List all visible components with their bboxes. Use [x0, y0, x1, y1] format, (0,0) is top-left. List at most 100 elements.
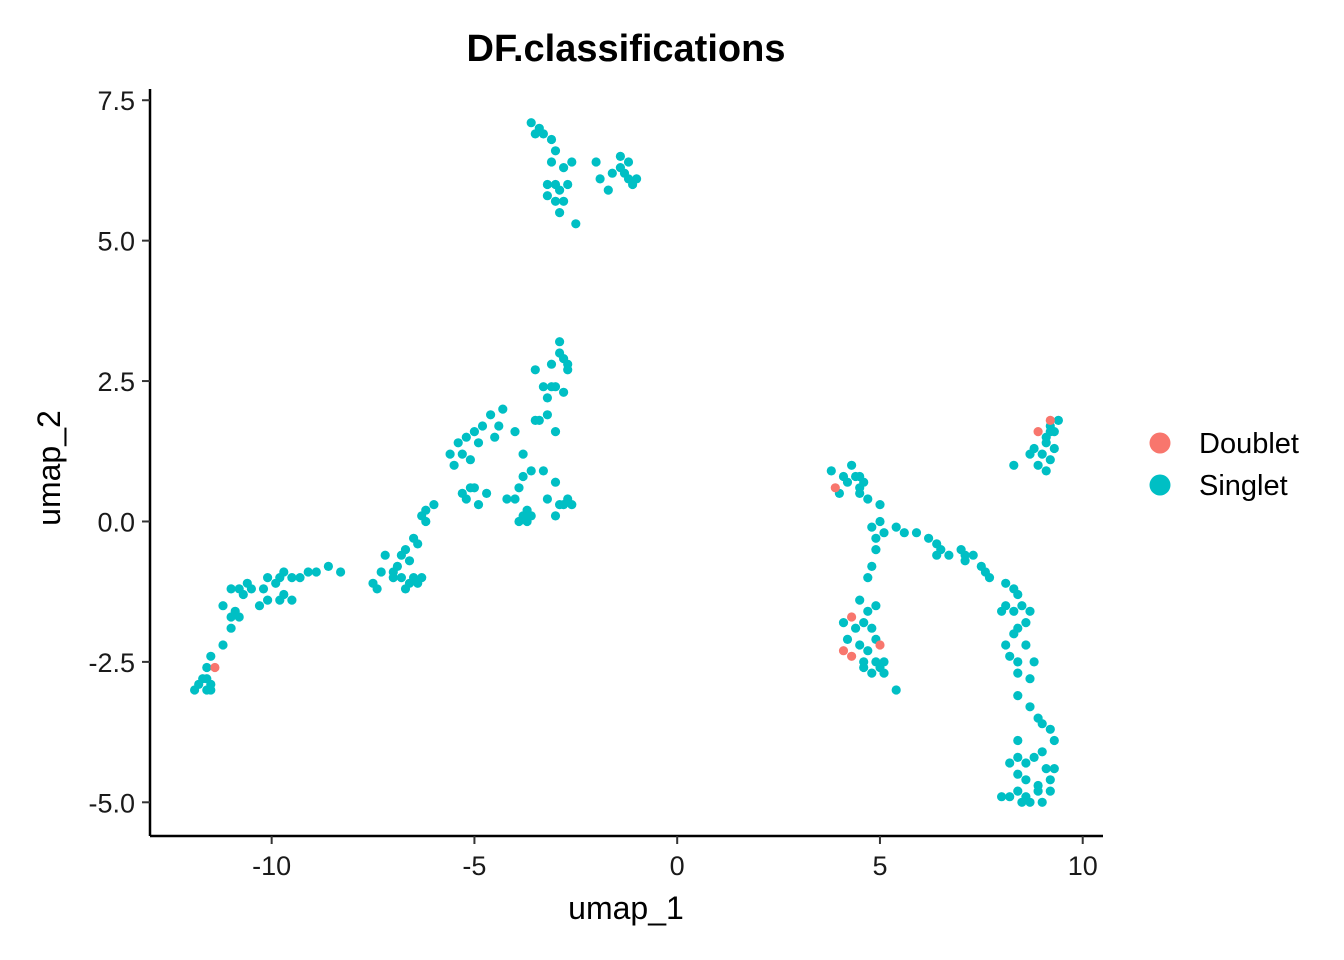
singlet-point-211 — [1025, 797, 1035, 807]
singlet-point-155 — [875, 516, 885, 527]
singlet-point-50 — [510, 427, 520, 437]
singlet-point-159 — [911, 528, 922, 538]
singlet-point-5 — [550, 146, 561, 156]
singlet-point-183 — [1001, 640, 1011, 650]
singlet-point-56 — [465, 455, 475, 465]
singlet-point-114 — [271, 578, 281, 588]
singlet-point-248 — [1037, 449, 1047, 459]
singlet-point-14 — [550, 196, 561, 206]
singlet-point-231 — [863, 646, 873, 656]
singlet-point-141 — [190, 685, 200, 695]
singlet-point-205 — [1049, 764, 1059, 774]
singlet-point-133 — [206, 651, 216, 661]
singlet-point-47 — [461, 432, 471, 442]
singlet-point-35 — [530, 365, 540, 375]
singlet-point-52 — [550, 427, 561, 437]
singlet-point-124 — [287, 595, 297, 605]
singlet-point-200 — [1005, 758, 1015, 768]
singlet-point-199 — [1013, 752, 1023, 763]
singlet-point-204 — [1045, 775, 1055, 785]
singlet-point-172 — [1001, 578, 1011, 588]
x-tick-label-4: 10 — [1068, 851, 1098, 881]
singlet-point-175 — [1017, 601, 1027, 611]
singlet-point-91 — [396, 550, 406, 560]
singlet-point-249 — [1045, 455, 1055, 465]
singlet-point-59 — [518, 449, 528, 459]
singlet-point-109 — [303, 567, 313, 577]
singlet-point-53 — [473, 438, 484, 448]
singlet-point-19 — [595, 174, 605, 184]
singlet-point-225 — [851, 623, 861, 633]
singlet-point-156 — [879, 528, 889, 538]
singlet-point-237 — [859, 662, 869, 673]
singlet-point-116 — [258, 584, 269, 594]
singlet-point-235 — [867, 668, 877, 678]
singlet-point-143 — [847, 460, 857, 470]
singlet-point-185 — [1013, 657, 1023, 667]
singlet-point-216 — [1013, 735, 1023, 746]
singlet-point-180 — [1021, 618, 1031, 628]
singlet-point-151 — [863, 494, 873, 504]
doublet-legend-label: Doublet — [1199, 428, 1299, 460]
singlet-point-229 — [855, 640, 865, 650]
singlet-point-60 — [526, 466, 536, 476]
doublet-point-7 — [875, 640, 885, 650]
singlet-point-206 — [1033, 786, 1043, 796]
singlet-point-6 — [546, 157, 557, 167]
singlet-point-115 — [263, 573, 273, 583]
singlet-point-100 — [400, 584, 411, 594]
singlet-point-253 — [1045, 427, 1055, 437]
singlet-point-153 — [875, 500, 885, 510]
singlet-point-154 — [867, 522, 877, 532]
singlet-point-13 — [542, 191, 553, 201]
x-tick-label-3: 5 — [872, 851, 887, 881]
singlet-point-171 — [984, 573, 995, 583]
y-tick-label-0: -5.0 — [88, 788, 135, 818]
singlet-point-252 — [1049, 443, 1059, 454]
x-axis-label: umap_1 — [568, 890, 684, 926]
singlet-point-20 — [603, 185, 613, 195]
singlet-point-168 — [960, 556, 970, 566]
singlet-point-24 — [615, 151, 626, 161]
singlet-point-132 — [218, 640, 228, 650]
singlet-point-103 — [388, 573, 398, 583]
singlet-point-145 — [842, 477, 853, 487]
x-tick-label-0: -10 — [252, 851, 291, 881]
singlet-point-33 — [546, 359, 557, 369]
singlet-point-160 — [924, 533, 934, 543]
singlet-point-209 — [1005, 792, 1015, 802]
singlet-point-167 — [968, 550, 978, 560]
singlet-point-41 — [542, 410, 553, 420]
singlet-point-55 — [457, 449, 467, 459]
singlet-point-57 — [449, 460, 459, 470]
singlet-point-222 — [871, 601, 881, 611]
singlet-point-217 — [871, 533, 881, 543]
singlet-point-221 — [855, 595, 865, 605]
singlet-point-218 — [871, 545, 881, 555]
singlet-point-195 — [1049, 735, 1059, 746]
singlet-point-120 — [226, 584, 236, 594]
singlet-point-72 — [473, 500, 484, 510]
singlet-point-178 — [997, 606, 1007, 616]
singlet-point-176 — [1009, 606, 1019, 616]
singlet-point-102 — [376, 567, 386, 577]
singlet-point-242 — [1029, 443, 1039, 454]
singlet-point-65 — [502, 494, 512, 504]
singlet-point-224 — [838, 618, 849, 628]
singlet-point-15 — [559, 196, 569, 206]
singlet-point-191 — [1025, 702, 1035, 712]
singlet-point-187 — [1005, 651, 1015, 661]
singlet-point-16 — [555, 208, 565, 218]
singlet-point-92 — [404, 556, 415, 566]
doublet-point-4 — [847, 612, 857, 622]
singlet-point-201 — [1013, 769, 1023, 779]
singlet-point-7 — [559, 163, 569, 173]
singlet-point-46 — [469, 427, 479, 437]
singlet-point-76 — [514, 516, 524, 527]
legend: Doublet Singlet — [1149, 428, 1299, 502]
doublet-point-0 — [210, 662, 220, 673]
singlet-point-123 — [275, 595, 285, 605]
singlet-point-34 — [563, 365, 573, 375]
singlet-point-81 — [550, 511, 561, 521]
singlet-point-179 — [1025, 606, 1035, 616]
